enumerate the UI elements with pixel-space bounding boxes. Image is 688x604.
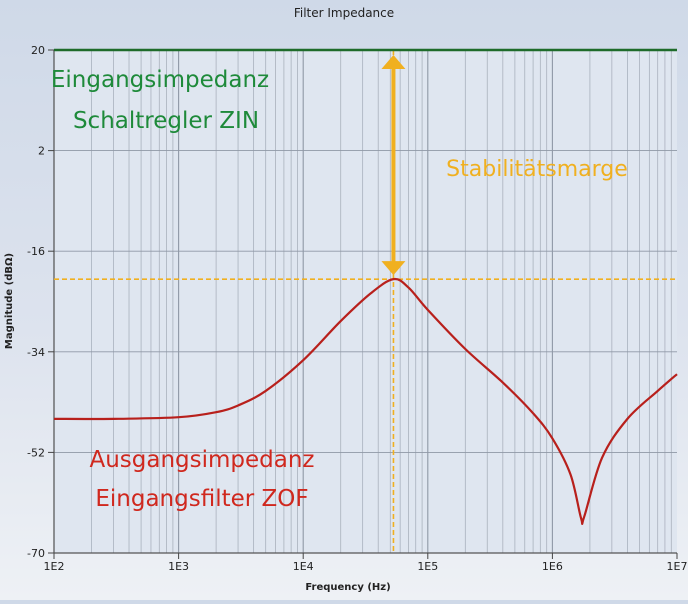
plot-area <box>54 50 677 553</box>
zin-annotation-line2: Schaltregler ZIN <box>73 108 259 134</box>
x-tick-label: 1E2 <box>44 560 65 573</box>
chart-title: Filter Impedance <box>294 6 394 20</box>
x-tick-label: 1E6 <box>542 560 563 573</box>
axes <box>53 50 677 554</box>
gridlines <box>53 49 677 554</box>
x-tick-label: 1E3 <box>168 560 189 573</box>
x-axis-label: Frequency (Hz) <box>305 582 390 593</box>
zof-curve <box>53 277 678 526</box>
x-tick-label: 1E4 <box>293 560 314 573</box>
y-tick-label: -16 <box>27 245 45 258</box>
data-series <box>53 48 678 526</box>
y-tick-label: 20 <box>31 44 45 57</box>
zof-annotation-line2: Eingangsfilter ZOF <box>95 486 308 512</box>
arrow-head-down-icon <box>381 261 406 276</box>
x-tick-label: 1E5 <box>417 560 438 573</box>
y-tick-label: 2 <box>38 145 45 158</box>
stability-margin-arrow <box>381 55 406 276</box>
y-tick-label: -34 <box>27 346 45 359</box>
zin-annotation-line1: Eingangsimpedanz <box>51 67 269 93</box>
y-tick-label: -70 <box>27 547 45 560</box>
y-tick-label: -52 <box>27 446 45 459</box>
zof-annotation-line1: Ausgangsimpedanz <box>89 447 314 473</box>
x-tick-label: 1E7 <box>667 560 688 573</box>
y-axis-label: Magnitude (dBΩ) <box>4 253 15 349</box>
stability-margin-label: Stabilitätsmarge <box>446 157 628 182</box>
arrow-head-up-icon <box>381 55 406 69</box>
